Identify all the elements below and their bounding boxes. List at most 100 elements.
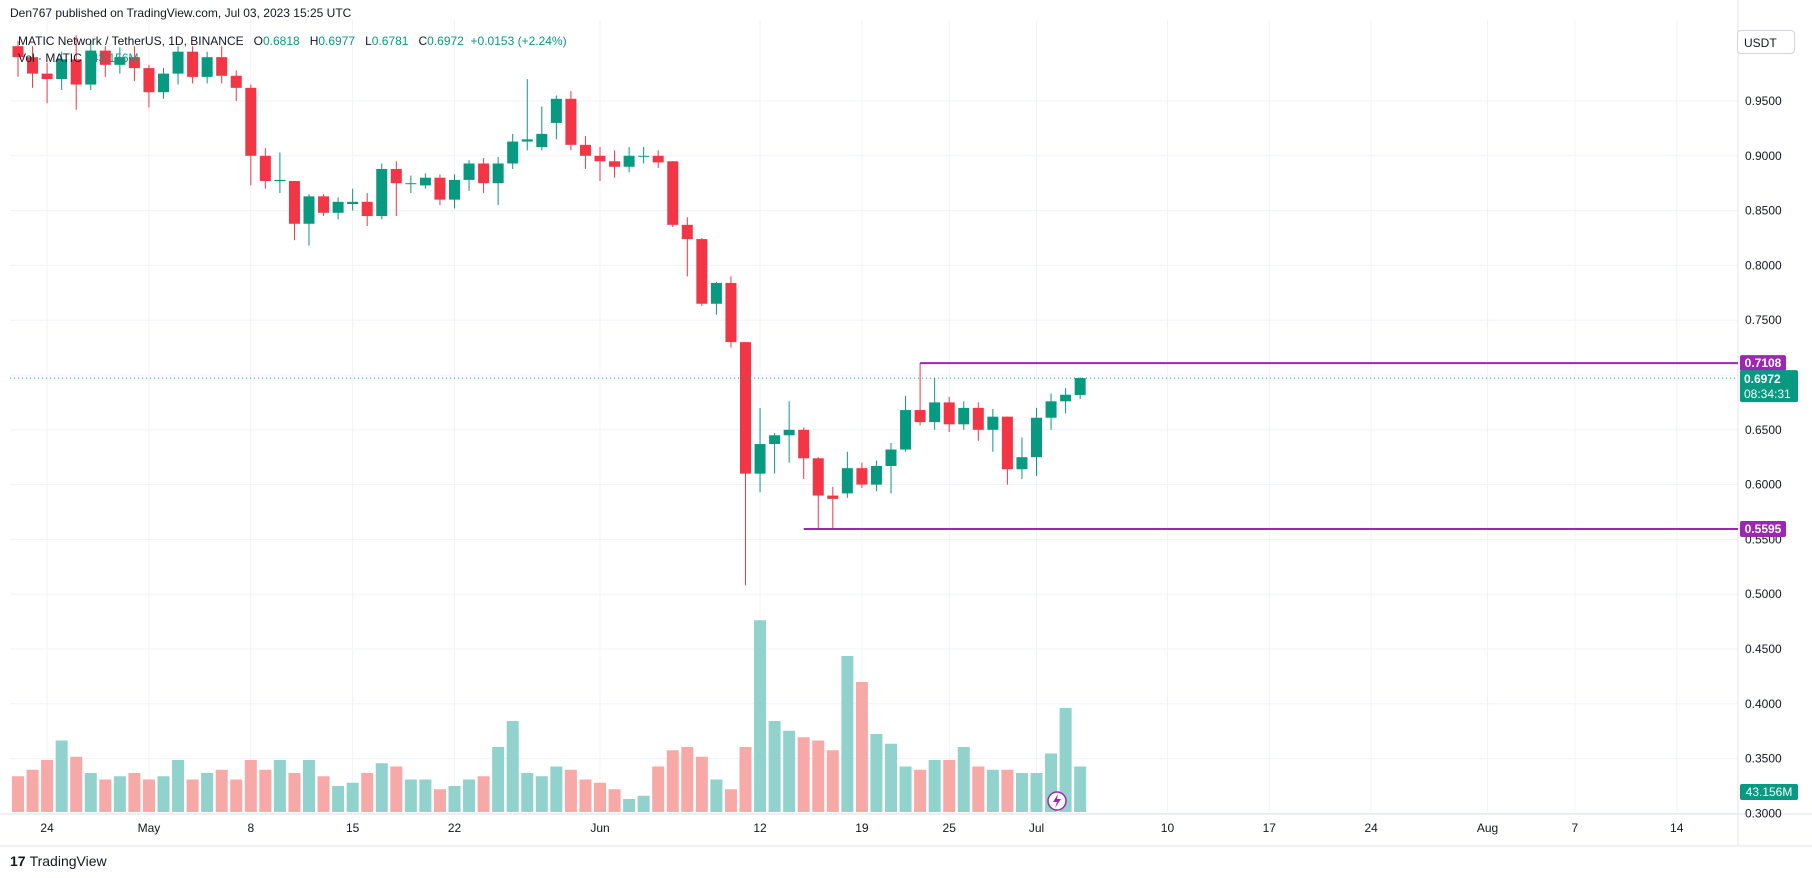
- volume-label[interactable]: Vol · MATIC: [18, 51, 82, 65]
- candle: [114, 47, 126, 74]
- y-tick-label: 0.4000: [1745, 697, 1782, 711]
- candle: [550, 95, 562, 140]
- candle-body: [536, 133, 548, 148]
- volume-bars: [12, 620, 1087, 812]
- candle: [652, 150, 664, 168]
- lightning-icon[interactable]: [1047, 791, 1067, 811]
- candle-body: [987, 416, 999, 430]
- y-tick-label: 0.8000: [1745, 258, 1782, 272]
- x-tick-label: 14: [1670, 821, 1684, 835]
- candle: [128, 46, 140, 82]
- candle: [783, 401, 795, 463]
- volume-bar: [826, 750, 839, 812]
- volume-bar: [943, 760, 956, 812]
- y-tick-label: 0.9500: [1745, 94, 1782, 108]
- candle: [449, 174, 460, 209]
- candle: [99, 46, 111, 77]
- candle: [216, 46, 228, 84]
- volume-bar: [332, 786, 345, 812]
- volume-bar: [26, 769, 39, 812]
- y-tick-label: 0.3000: [1745, 806, 1782, 820]
- tradingview-logo[interactable]: 17 TradingView: [10, 853, 107, 869]
- y-tick-label: 0.6500: [1745, 423, 1782, 437]
- candle-body: [187, 51, 199, 77]
- candle: [710, 281, 722, 315]
- candle: [725, 276, 737, 348]
- volume-bar: [244, 760, 257, 812]
- last-price-label: 0.6972: [1744, 372, 1781, 386]
- volume-value-label: 43.156M: [1746, 785, 1793, 799]
- volume-bar: [855, 682, 868, 812]
- tradingview-logo-icon: 17: [10, 853, 26, 869]
- candle: [929, 378, 941, 430]
- volume-bar: [957, 747, 970, 812]
- candle-body: [972, 407, 984, 430]
- candle-body: [914, 410, 926, 423]
- symbol-title[interactable]: MATIC Network / TetherUS, 1D, BINANCE: [18, 34, 244, 48]
- candle: [754, 407, 766, 493]
- published-caption: Den767 published on TradingView.com, Jul…: [10, 6, 352, 20]
- volume-bar: [142, 779, 155, 812]
- volume-bar: [1030, 773, 1043, 812]
- volume-bar: [70, 756, 83, 812]
- volume-bar: [1001, 769, 1014, 812]
- candle: [201, 51, 213, 84]
- low-value: 0.6781: [371, 34, 409, 48]
- candle: [769, 433, 781, 474]
- candle: [434, 174, 446, 206]
- volume-bar: [608, 789, 621, 812]
- ohlc-legend: MATIC Network / TetherUS, 1D, BINANCE O0…: [18, 34, 567, 48]
- candle-body: [696, 239, 708, 304]
- volume-bar: [841, 656, 854, 812]
- volume-bar: [448, 786, 461, 812]
- candle: [419, 173, 431, 189]
- candle: [841, 451, 853, 498]
- candle: [463, 160, 475, 191]
- candle-body: [521, 139, 533, 142]
- candle: [376, 163, 388, 220]
- volume-bar: [55, 740, 68, 812]
- candle: [609, 150, 621, 178]
- volume-bar: [215, 769, 228, 812]
- candle-body: [172, 51, 184, 74]
- y-tick-label: 0.9000: [1745, 149, 1782, 163]
- volume-bar: [797, 737, 810, 812]
- candle-body: [216, 57, 228, 76]
- candle-body: [667, 161, 679, 225]
- volume-bar: [637, 795, 650, 812]
- x-tick-label: May: [138, 821, 161, 835]
- candle: [943, 396, 955, 432]
- candle: [681, 217, 693, 277]
- x-tick-label: 22: [448, 821, 462, 835]
- candle-body: [725, 282, 737, 343]
- candle: [361, 193, 373, 226]
- high-value: 0.6977: [318, 34, 356, 48]
- currency-button[interactable]: USDT: [1737, 30, 1795, 54]
- candle-body: [1016, 457, 1028, 470]
- candle-body: [1060, 394, 1072, 402]
- candle: [143, 64, 155, 108]
- y-tick-label: 0.3500: [1745, 752, 1782, 766]
- candle-body: [85, 50, 97, 85]
- candle-body: [1001, 416, 1013, 470]
- candle: [623, 147, 635, 173]
- candle-body: [623, 155, 635, 167]
- candle-body: [303, 196, 315, 224]
- level-price-label: 0.5595: [1745, 522, 1782, 536]
- candle: [856, 462, 868, 488]
- close-label: C: [418, 34, 428, 48]
- volume-bar: [506, 721, 519, 812]
- candle: [492, 156, 504, 206]
- candle-body: [943, 402, 955, 425]
- countdown-label: 08:34:31: [1744, 387, 1791, 401]
- candle: [158, 68, 169, 99]
- candle-body: [900, 410, 912, 450]
- volume-bar: [739, 747, 752, 812]
- x-tick-label: 15: [346, 821, 360, 835]
- candle: [827, 486, 839, 529]
- candle-body: [652, 155, 664, 163]
- candle-body: [1074, 378, 1086, 395]
- candle-body: [550, 98, 562, 123]
- y-tick-label: 0.8500: [1745, 204, 1782, 218]
